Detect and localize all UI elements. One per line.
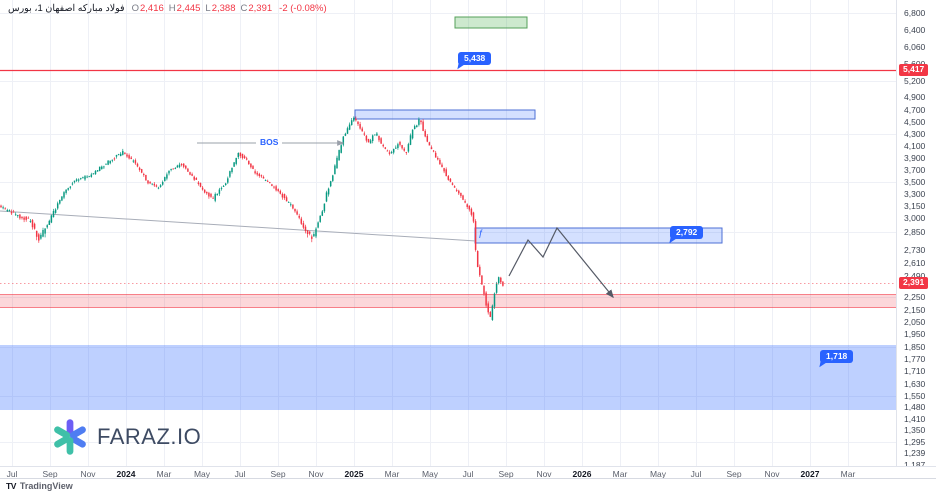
price-tick-label: 1,295 — [904, 436, 926, 447]
change-value: -2 (-0.08%) — [279, 2, 327, 14]
note-marker-icon[interactable]: ƒ — [478, 228, 484, 238]
red-zone — [0, 294, 896, 308]
price-tick-label: 1,950 — [904, 328, 926, 339]
tradingview-logo-icon[interactable]: TV — [6, 480, 16, 491]
price-tick-label: 3,300 — [904, 188, 926, 199]
price-line-label: 5,417 — [899, 63, 929, 76]
time-tick-label: Nov — [764, 469, 780, 479]
time-tick-label: Jul — [690, 469, 702, 479]
price-tick-label: 4,700 — [904, 104, 926, 115]
time-tick-label: Sep — [498, 469, 514, 479]
trendline[interactable] — [0, 210, 477, 242]
time-tick-label: Nov — [536, 469, 552, 479]
price-tick-label: 4,900 — [904, 91, 926, 102]
time-tick-label: 2024 — [116, 469, 136, 479]
price-tick-label: 4,300 — [904, 128, 926, 139]
faraz-asterisk-icon — [54, 419, 86, 455]
ohlc-value: O2,416 — [131, 2, 164, 14]
drawing-zones[interactable] — [0, 16, 896, 410]
callout-tail-icon — [669, 236, 678, 245]
time-tick-label: 2026 — [572, 469, 592, 479]
price-tick-label: 3,500 — [904, 176, 926, 187]
price-tick-label: 1,630 — [904, 378, 926, 389]
price-tick-label: 3,900 — [904, 152, 926, 163]
time-tick-label: May — [193, 469, 211, 479]
price-tick-label: 1,770 — [904, 353, 926, 364]
faraz-watermark: FARAZ.IO — [52, 419, 201, 455]
tradingview-brand[interactable]: TradingView — [19, 480, 73, 491]
price-axis[interactable]: 6,8006,4006,0605,6005,2004,9004,7004,500… — [896, 0, 936, 469]
price-tick-label: 1,850 — [904, 341, 926, 352]
time-tick-label: May — [421, 469, 439, 479]
time-tick-label: Nov — [308, 469, 324, 479]
supply-zone — [354, 109, 536, 120]
price-tick-label: 2,150 — [904, 304, 926, 315]
time-tick-label: Mar — [612, 469, 628, 479]
time-tick-label: Sep — [270, 469, 286, 479]
price-tick-label: 2,250 — [904, 291, 926, 302]
price-tick-label: 3,700 — [904, 164, 926, 175]
price-tick-label: 1,187 — [904, 459, 926, 470]
price-tick-label: 1,480 — [904, 401, 926, 412]
callout-tail-icon — [457, 62, 466, 71]
price-tick-label: 2,730 — [904, 244, 926, 255]
price-tick-label: 1,239 — [904, 447, 926, 458]
ohlc-value: C2,391 — [240, 2, 273, 14]
time-tick-label: 2025 — [344, 469, 364, 479]
price-callout-1718[interactable]: 1,718 — [819, 350, 854, 369]
price-callout-5438[interactable]: 5,438 — [457, 52, 492, 71]
price-tick-label: 1,550 — [904, 390, 926, 401]
symbol-legend: فولاد مبارکه اصفهان 1، بورس O2,416 H2,445… — [8, 2, 327, 14]
time-tick-label: Sep — [726, 469, 742, 479]
time-tick-label: Jul — [6, 469, 18, 479]
symbol-name[interactable]: فولاد مبارکه اصفهان 1، بورس — [8, 2, 125, 14]
price-tick-label: 6,800 — [904, 7, 926, 18]
bos-label[interactable]: BOS — [256, 137, 283, 148]
time-axis[interactable]: Jul Sep Nov 2024 Mar May Jul Sep Nov 2025 Mar May Ju… — [0, 466, 936, 479]
price-tick-label: 3,150 — [904, 200, 926, 211]
target-zone — [0, 345, 896, 410]
price-callout-2792[interactable]: 2,792 — [669, 226, 704, 245]
ohlc-values: O2,416 H2,445 L2,388 C2,391 — [132, 3, 273, 14]
callout-tail-icon — [819, 360, 828, 369]
price-tick-label: 5,200 — [904, 75, 926, 86]
price-tick-label: 1,350 — [904, 424, 926, 435]
price-tick-label: 2,610 — [904, 257, 926, 268]
price-tick-label: 4,500 — [904, 116, 926, 127]
green-zone — [454, 16, 528, 29]
time-tick-label: Sep — [42, 469, 58, 479]
price-tick-label: 2,850 — [904, 226, 926, 237]
time-tick-label: May — [649, 469, 667, 479]
price-tick-label: 6,060 — [904, 41, 926, 52]
time-tick-label: Mar — [384, 469, 400, 479]
price-tick-label: 1,410 — [904, 413, 926, 424]
candle-series — [0, 116, 504, 321]
price-tick-label: 3,000 — [904, 212, 926, 223]
time-tick-label: 2027 — [800, 469, 820, 479]
price-tick-label: 1,710 — [904, 365, 926, 376]
price-tick-label: 6,400 — [904, 24, 926, 35]
time-tick-label: Mar — [156, 469, 172, 479]
price-tick-label: 4,100 — [904, 140, 926, 151]
candlestick-chart[interactable] — [0, 0, 896, 466]
grid — [0, 0, 896, 466]
projection-arrow[interactable] — [508, 226, 614, 299]
price-tick-label: 2,050 — [904, 316, 926, 327]
faraz-wordmark: FARAZ.IO — [97, 424, 202, 449]
time-tick-label: Jul — [462, 469, 474, 479]
footer-bar: TV TradingView — [0, 478, 936, 492]
time-tick-label: Nov — [80, 469, 96, 479]
price-tick-label: 2,490 — [904, 270, 926, 281]
price-line-label: 2,391 — [899, 276, 929, 289]
time-tick-label: Jul — [234, 469, 246, 479]
ohlc-value: L2,388 — [205, 2, 236, 14]
ohlc-value: H2,445 — [168, 2, 201, 14]
time-tick-label: Mar — [840, 469, 856, 479]
